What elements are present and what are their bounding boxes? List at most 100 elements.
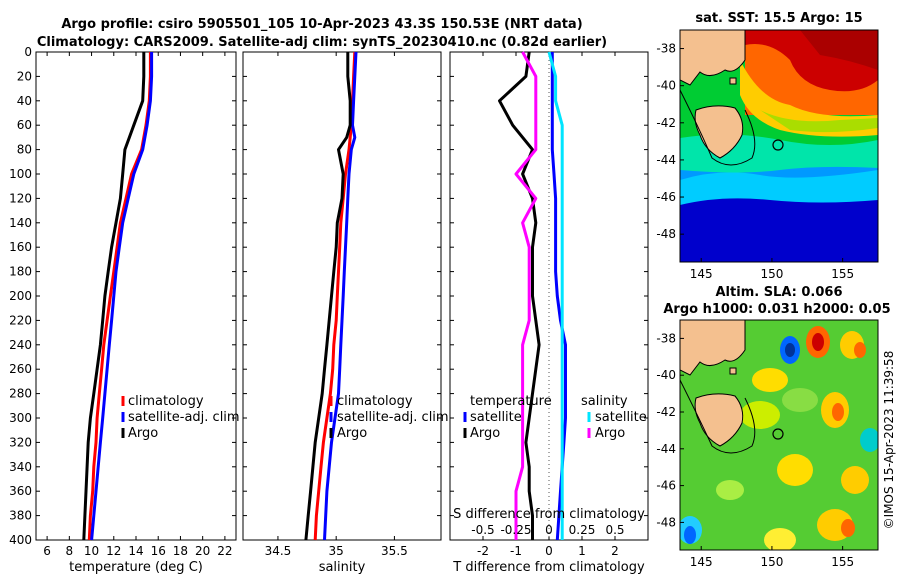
map-x-tick-label: 155 — [831, 267, 854, 281]
credit-text: ©IMOS 15-Apr-2023 11:39:58 — [882, 351, 896, 530]
series-line-climatology — [313, 51, 357, 541]
sst-map-title: sat. SST: 15.5 Argo: 15 — [695, 11, 862, 26]
y-tick-label: 0 — [24, 45, 32, 59]
y-tick-label: 300 — [9, 411, 32, 425]
y-tick-label: 160 — [9, 240, 32, 254]
difference-xlabel-top: S difference from climatology — [453, 507, 645, 522]
temperature-xlabel: temperature (deg C) — [69, 560, 203, 575]
map-y-tick-label: -44 — [656, 442, 676, 456]
series-line-satellite-adj-clim — [90, 52, 154, 541]
y-tick-label: 220 — [9, 313, 32, 327]
map-y-tick-label: -46 — [656, 190, 676, 204]
series-line-argo — [304, 52, 352, 541]
salinity-plot: 34.5 35 35.5 — [243, 51, 441, 558]
difference-xlabel: T difference from climatology — [452, 560, 645, 575]
y-tick-label: 360 — [9, 484, 32, 498]
map-y-tick-label: -42 — [656, 405, 676, 419]
x-tick-label: 35 — [329, 544, 344, 558]
x-tick-label: -1 — [510, 544, 522, 558]
sla-map-title-line2: Argo h1000: 0.031 h2000: 0.05 — [663, 302, 890, 317]
legend-label-temp-argo: Argo — [470, 426, 500, 441]
map-y-tick-label: -44 — [656, 153, 676, 167]
legend-title-temperature: temperature — [470, 394, 552, 409]
map-x-tick-label: 155 — [831, 555, 854, 569]
y-tick-label: 40 — [17, 94, 32, 108]
map-x-tick-label: 150 — [760, 555, 783, 569]
sst-map-frame — [679, 29, 879, 263]
figure-title-line1: Argo profile: csiro 5905501_105 10-Apr-2… — [61, 17, 582, 32]
map-y-tick-label: -40 — [656, 79, 676, 93]
legend-label-argo: Argo — [128, 426, 158, 441]
legend-label-temp-satellite: satellite — [470, 410, 522, 425]
map-x-tick-label: 145 — [690, 555, 713, 569]
temperature-legend: climatology satellite-adj. clim Argo — [121, 394, 240, 441]
map-y-tick-label: -40 — [656, 368, 676, 382]
sla-map — [680, 320, 878, 550]
series-line-temperature-argo — [498, 51, 541, 540]
y-tick-label: 320 — [9, 435, 32, 449]
x-tick-label: 22 — [217, 544, 232, 558]
x-tick-label: 12 — [106, 544, 121, 558]
x-tick-label-top: 0.25 — [569, 523, 596, 537]
legend-label-argo: Argo — [337, 426, 367, 441]
y-tick-label: 200 — [9, 289, 32, 303]
x-tick-label: 34.5 — [265, 544, 292, 558]
y-tick-label: 380 — [9, 509, 32, 523]
argo-location-marker — [772, 428, 784, 440]
map-x-tick-label: 150 — [760, 267, 783, 281]
legend-label-satellite: satellite-adj. clim — [128, 410, 240, 425]
difference-plot: -2 -1 0 1 2 -0.5 -0.25 0 0.25 0.5 — [450, 51, 648, 558]
y-tick-label: 60 — [17, 118, 32, 132]
salinity-xlabel: salinity — [319, 560, 366, 575]
x-tick-label: 20 — [195, 544, 210, 558]
series-line-satellite-adj-clim — [323, 51, 358, 541]
map-y-tick-label: -38 — [656, 331, 676, 345]
y-tick-label: 180 — [9, 265, 32, 279]
sla-map-ticks: 145 150 155 -38 -40 -42 -44 -46 -48 — [656, 331, 854, 569]
map-y-tick-label: -38 — [656, 42, 676, 56]
x-tick-label: 14 — [128, 544, 143, 558]
series-line-argo — [82, 52, 146, 541]
salinity-legend: climatology satellite-adj. clim Argo — [329, 394, 449, 441]
x-tick-label: 10 — [84, 544, 99, 558]
sla-map-title-line1: Altim. SLA: 0.066 — [716, 285, 843, 300]
x-tick-label-top: 0.5 — [605, 523, 624, 537]
x-tick-label: 35.5 — [381, 544, 408, 558]
map-y-tick-label: -42 — [656, 116, 676, 130]
x-tick-label: 16 — [151, 544, 166, 558]
map-x-tick-label: 145 — [690, 267, 713, 281]
y-tick-label: 80 — [17, 143, 32, 157]
legend-label-sal-satellite: satellite — [595, 410, 647, 425]
x-tick-label: 1 — [578, 544, 586, 558]
legend-label-climatology: climatology — [128, 394, 204, 409]
x-tick-label: 6 — [43, 544, 51, 558]
x-tick-label: 0 — [545, 544, 553, 558]
y-tick-label: 20 — [17, 69, 32, 83]
legend-title-salinity: salinity — [581, 394, 628, 409]
sst-map — [680, 30, 878, 262]
legend-label-satellite: satellite-adj. clim — [337, 410, 449, 425]
map-y-tick-label: -48 — [656, 227, 676, 241]
x-tick-label-top: 0 — [545, 523, 553, 537]
legend-label-sal-argo: Argo — [595, 426, 625, 441]
y-tick-label: 400 — [9, 533, 32, 547]
temperature-axes — [35, 51, 237, 541]
y-tick-label: 260 — [9, 362, 32, 376]
x-tick-label: 8 — [66, 544, 74, 558]
sla-map-frame — [679, 319, 879, 551]
x-tick-label-top: -0.25 — [500, 523, 531, 537]
y-tick-label: 120 — [9, 191, 32, 205]
legend-label-climatology: climatology — [337, 394, 413, 409]
figure-title-line2: Climatology: CARS2009. Satellite-adj cli… — [37, 35, 607, 50]
series-line-salinity-argo — [514, 51, 538, 540]
argo-location-marker — [772, 139, 784, 151]
sst-map-ticks: 145 150 155 -38 -40 -42 -44 -46 -48 — [656, 42, 854, 281]
y-tick-label: 340 — [9, 460, 32, 474]
x-tick-label: 18 — [173, 544, 188, 558]
x-tick-label: 2 — [611, 544, 619, 558]
map-y-tick-label: -48 — [656, 515, 676, 529]
y-tick-label: 140 — [9, 216, 32, 230]
difference-legend: temperature salinity satellite Argo sate… — [463, 394, 647, 441]
x-tick-label: -2 — [477, 544, 489, 558]
